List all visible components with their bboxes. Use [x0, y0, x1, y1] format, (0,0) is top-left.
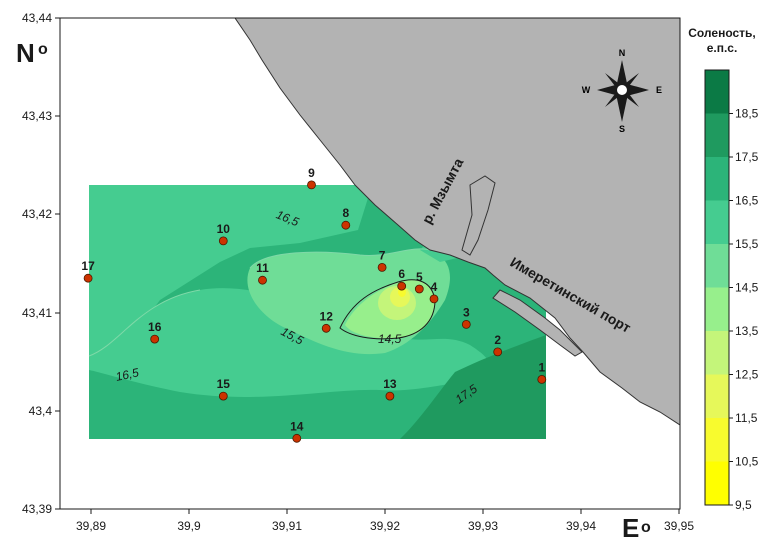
y-axis: 43,44 43,43 43,42 43,41 43,4 43,39 N o — [16, 11, 60, 516]
station-label: 13 — [383, 377, 397, 391]
y-tick-label: 43,42 — [22, 207, 52, 221]
x-tick-label: 39,89 — [76, 519, 106, 533]
legend-tick-label: 15,5 — [735, 237, 759, 251]
y-tick-label: 43,41 — [22, 306, 52, 320]
contour-label: 14,5 — [378, 332, 402, 346]
station-label: 2 — [494, 333, 501, 347]
station-label: 3 — [463, 305, 470, 319]
station-label: 7 — [379, 248, 386, 262]
station-label: 4 — [431, 280, 438, 294]
legend-tick-label: 12,5 — [735, 368, 759, 382]
legend-title-line1: Соленость, — [688, 26, 756, 40]
legend-tick-label: 11,5 — [735, 411, 758, 425]
station-marker — [218, 236, 228, 246]
port-breakwater — [492, 289, 583, 357]
legend-tick-label: 13,5 — [735, 324, 759, 338]
station-marker — [83, 273, 93, 283]
y-tick-label: 43,43 — [22, 109, 52, 123]
station-label: 12 — [320, 309, 334, 323]
band-15-5-16-5-south — [89, 288, 489, 397]
legend-color-band — [705, 461, 729, 506]
legend-color-band — [705, 200, 729, 245]
band-17-5-18-5 — [400, 335, 546, 439]
x-tick-label: 39,93 — [468, 519, 498, 533]
station-marker — [397, 281, 407, 291]
station-marker — [537, 374, 547, 384]
station-label: 17 — [81, 259, 95, 273]
east-axis-letter: E — [622, 513, 639, 539]
station-marker — [385, 391, 395, 401]
station-marker — [258, 275, 267, 285]
compass-s: S — [619, 124, 625, 134]
plot-frame — [59, 17, 681, 510]
compass-n: N — [619, 48, 626, 58]
station-marker — [307, 180, 316, 190]
station-label: 1 — [538, 360, 545, 374]
contour-label: 16,5 — [114, 365, 140, 384]
legend-color-band — [705, 70, 729, 114]
legend-tick-label: 10,5 — [735, 455, 759, 469]
station-label: 6 — [398, 267, 405, 281]
station-label: 14 — [290, 419, 304, 433]
compass-w: W — [582, 85, 591, 95]
compass-rose: N S W E — [582, 48, 662, 134]
legend-tick-label: 17,5 — [735, 150, 759, 164]
station-marker — [292, 433, 302, 443]
station-label: 15 — [217, 377, 231, 391]
station-marker — [218, 391, 228, 401]
station-label: 8 — [342, 206, 349, 220]
station-label: 11 — [256, 261, 269, 275]
station-marker — [414, 284, 424, 294]
legend-title-line2: е.п.с. — [706, 41, 738, 55]
river-east-bank — [461, 175, 496, 256]
coastline-land — [234, 18, 680, 426]
legend-title: Соленость, е.п.с. — [676, 26, 768, 56]
x-tick-label: 39,9 — [177, 519, 201, 533]
x-tick-label: 39,91 — [272, 519, 302, 533]
station-label: 16 — [148, 320, 162, 334]
station-marker — [150, 334, 160, 344]
station-marker — [341, 220, 351, 230]
north-axis-degree: o — [38, 41, 48, 58]
band-15-5-16-5-northwest — [89, 185, 368, 356]
legend-color-band — [705, 418, 729, 462]
legend-color-band — [705, 287, 729, 332]
station-marker — [429, 294, 439, 304]
y-tick-label: 43,39 — [22, 502, 52, 516]
compass-star-icon — [597, 60, 649, 122]
legend-tick-label: 18,5 — [735, 107, 759, 121]
legend-color-band — [705, 157, 729, 201]
legend-color-band — [705, 331, 729, 375]
legend-color-band — [705, 113, 729, 158]
station-marker — [493, 347, 503, 357]
station-marker — [461, 319, 471, 329]
y-tick-label: 43,44 — [22, 11, 52, 25]
contour-line-15-5 — [249, 248, 431, 269]
legend-color-band — [705, 374, 729, 419]
salinity-legend-ticks: 18,5 17,5 16,5 15,5 14,5 13,5 12,5 11,5 10,5 9,5 — [729, 107, 759, 512]
x-tick-label: 39,94 — [566, 519, 596, 533]
x-tick-label: 39,92 — [370, 519, 400, 533]
east-axis-degree: o — [641, 519, 651, 536]
legend-color-band — [705, 244, 729, 288]
contour-line-16-5 — [88, 289, 201, 357]
salinity-legend-bar — [704, 69, 730, 506]
legend-tick-label: 9,5 — [735, 498, 752, 512]
y-tick-label: 43,4 — [29, 404, 53, 418]
x-axis: 39,89 39,9 39,91 39,92 39,93 39,94 39,95… — [76, 509, 694, 539]
x-tick-label: 39,95 — [664, 519, 694, 533]
station-label: 10 — [217, 222, 231, 236]
compass-e: E — [656, 85, 662, 95]
station-label: 5 — [416, 270, 423, 284]
station-label: 9 — [308, 166, 315, 180]
legend-tick-label: 14,5 — [735, 281, 759, 295]
legend-tick-label: 16,5 — [735, 194, 759, 208]
north-axis-letter: N — [16, 38, 35, 68]
station-marker — [321, 323, 331, 333]
station-marker — [377, 262, 387, 272]
